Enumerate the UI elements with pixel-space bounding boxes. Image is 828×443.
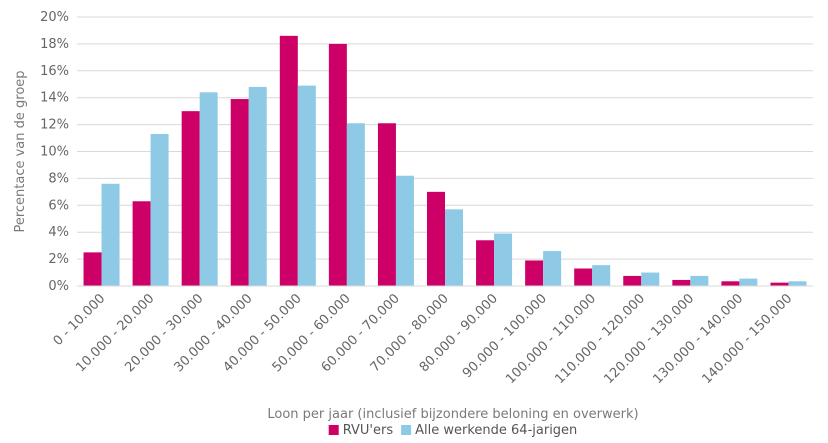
legend-item-alle-werkende: Alle werkende 64-jarigen bbox=[401, 423, 577, 438]
bar-rvuers bbox=[476, 240, 495, 286]
y-tick-label: 16% bbox=[40, 64, 69, 79]
bar-rvuers bbox=[574, 268, 593, 286]
bar-rvuers bbox=[721, 281, 740, 286]
bar-alle-werkende bbox=[592, 265, 611, 286]
y-tick-label: 2% bbox=[48, 252, 69, 267]
bar-alle-werkende bbox=[445, 209, 463, 286]
bar-alle-werkende bbox=[297, 85, 316, 286]
y-tick-label: 18% bbox=[40, 37, 69, 52]
y-axis-title: Percentace van de groep bbox=[13, 70, 28, 232]
x-tick-label: 120.000 - 130.000 bbox=[601, 291, 697, 387]
x-tick-label: 110.000 - 120.000 bbox=[552, 291, 648, 387]
legend-label: RVU'ers bbox=[343, 423, 394, 438]
bar-alle-werkende bbox=[690, 275, 709, 286]
bar-alle-werkende bbox=[199, 92, 218, 286]
y-tick-label: 0% bbox=[48, 279, 69, 294]
bar-alle-werkende bbox=[101, 183, 120, 286]
y-tick-label: 20% bbox=[40, 10, 69, 25]
bar-alle-werkende bbox=[739, 278, 758, 286]
y-tick-labels: 0% 2% 4% 6% 8% 10% 12% 14% 16% 18% 20% bbox=[40, 10, 69, 294]
legend: RVU'ers Alle werkende 64-jarigen bbox=[328, 423, 577, 438]
y-tick-label: 4% bbox=[48, 225, 69, 240]
y-tick-label: 6% bbox=[48, 198, 69, 213]
bar-rvuers bbox=[279, 35, 298, 286]
bar-rvuers bbox=[525, 260, 544, 286]
bar-rvuers bbox=[623, 275, 642, 286]
bar-alle-werkende bbox=[788, 281, 807, 286]
bar-rvuers bbox=[770, 282, 789, 286]
y-tick-label: 8% bbox=[48, 171, 69, 186]
bar-alle-werkende bbox=[641, 272, 660, 286]
y-tick-label: 14% bbox=[40, 91, 69, 106]
bar-rvuers bbox=[230, 99, 249, 286]
x-axis-title: Loon per jaar (inclusief bijzondere belo… bbox=[267, 407, 638, 422]
bar-alle-werkende bbox=[395, 175, 414, 286]
legend-label: Alle werkende 64-jarigen bbox=[415, 423, 577, 438]
bar-rvuers bbox=[328, 43, 347, 287]
legend-swatch bbox=[401, 425, 412, 435]
legend-item-rvuers: RVU'ers bbox=[328, 423, 394, 438]
bar-rvuers bbox=[83, 252, 102, 286]
bar-alle-werkende bbox=[494, 233, 513, 286]
bar-rvuers bbox=[181, 111, 200, 287]
y-tick-label: 10% bbox=[40, 145, 69, 160]
x-tick-label: 90.000 - 100.000 bbox=[460, 291, 550, 381]
bars bbox=[83, 35, 807, 287]
x-tick-label: 140.000 - 150.000 bbox=[699, 291, 795, 387]
x-tick-label: 130.000 - 140.000 bbox=[650, 291, 746, 387]
legend-swatch bbox=[328, 425, 339, 435]
bar-rvuers bbox=[672, 279, 691, 286]
y-tick-label: 12% bbox=[40, 118, 69, 133]
bar-rvuers bbox=[427, 191, 445, 286]
bar-alle-werkende bbox=[543, 251, 562, 286]
bar-alle-werkende bbox=[248, 86, 267, 286]
bar-rvuers bbox=[377, 123, 396, 286]
bar-alle-werkende bbox=[150, 134, 169, 286]
x-tick-label: 100.000 - 110.000 bbox=[503, 291, 599, 387]
bar-alle-werkende bbox=[346, 123, 365, 286]
bar-rvuers bbox=[132, 201, 151, 286]
